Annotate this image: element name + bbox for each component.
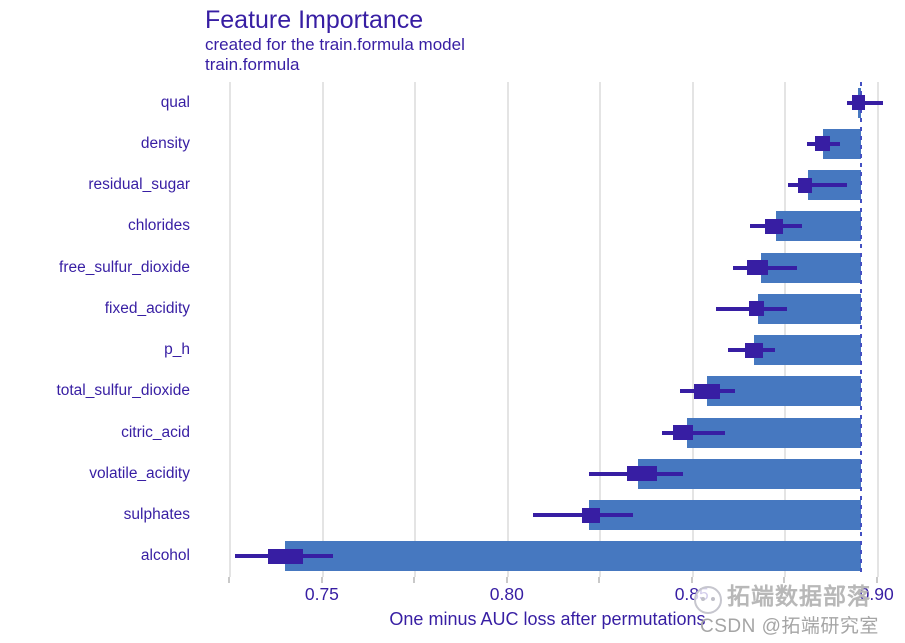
x-tick-mark — [598, 577, 601, 583]
y-axis-label: citric_acid — [121, 423, 190, 441]
chart-subtitle: created for the train.formula model — [205, 34, 465, 54]
y-axis-label: density — [140, 134, 190, 152]
importance-bar — [284, 541, 861, 572]
csdn-watermark-text: CSDN @拓端研究室 — [700, 616, 879, 637]
x-axis: 0.75 0.80 0.85 0.90 — [205, 577, 894, 607]
x-tick-mark — [320, 577, 323, 583]
y-axis-labels: qual density residual_sugar chlorides free_s… — [0, 82, 192, 577]
y-axis-label: free_sulfur_dioxide — [59, 258, 190, 276]
x-tick-mark — [783, 577, 786, 583]
baseline-dashed-line — [859, 82, 862, 577]
boxplot-box — [693, 383, 720, 399]
boxplot-box — [581, 507, 600, 523]
chart-header: Feature Importance created for the train… — [205, 6, 465, 75]
boxplot-box — [267, 548, 303, 564]
x-axis-title: One minus AUC loss after permutations — [389, 609, 706, 629]
gridline — [321, 82, 324, 577]
y-axis-label: total_sulfur_dioxide — [56, 382, 190, 400]
gridline — [414, 82, 417, 577]
y-axis-label: residual_sugar — [88, 176, 190, 194]
plot-panel — [205, 82, 890, 577]
y-axis-label: sulphates — [123, 506, 190, 524]
x-tick-mark — [228, 577, 231, 583]
importance-bar — [588, 500, 861, 531]
boxplot-whisker — [847, 100, 883, 105]
chart-title: Feature Importance — [205, 6, 424, 34]
watermark: 拓端数据部落 — [694, 583, 871, 614]
gridline — [876, 82, 879, 577]
boxplot-box — [748, 301, 764, 317]
y-axis-label: alcohol — [140, 547, 190, 565]
y-axis-label: volatile_acidity — [89, 464, 190, 482]
x-tick-mark — [875, 577, 878, 583]
boxplot-box — [814, 136, 830, 152]
gridline — [599, 82, 602, 577]
x-tick-mark — [505, 577, 508, 583]
boxplot-box — [851, 95, 865, 111]
chart-model-label: train.formula — [205, 54, 300, 74]
boxplot-box — [746, 260, 768, 276]
x-tick-mark — [690, 577, 693, 583]
boxplot-box — [672, 425, 693, 441]
x-tick-mark — [413, 577, 416, 583]
gridline — [691, 82, 694, 577]
x-tick-label: 0.75 — [304, 584, 339, 604]
boxplot-box — [626, 466, 657, 482]
gridline — [506, 82, 509, 577]
gridline — [784, 82, 787, 577]
boxplot-box — [797, 177, 812, 193]
y-axis-label: p_h — [164, 341, 190, 359]
boxplot-whisker — [787, 183, 847, 188]
gridline — [229, 82, 232, 577]
y-axis-label: qual — [160, 93, 190, 111]
boxplot-box — [744, 342, 763, 358]
boxplot-box — [764, 218, 783, 234]
y-axis-label: chlorides — [127, 217, 190, 235]
watermark-face-icon — [694, 586, 722, 614]
x-tick-label: 0.90 — [859, 584, 894, 604]
boxplot-whisker — [661, 430, 725, 435]
watermark-brand-text: 拓端数据部落 — [727, 583, 871, 609]
y-axis-label: fixed_acidity — [104, 299, 190, 317]
x-tick-label: 0.80 — [489, 584, 524, 604]
